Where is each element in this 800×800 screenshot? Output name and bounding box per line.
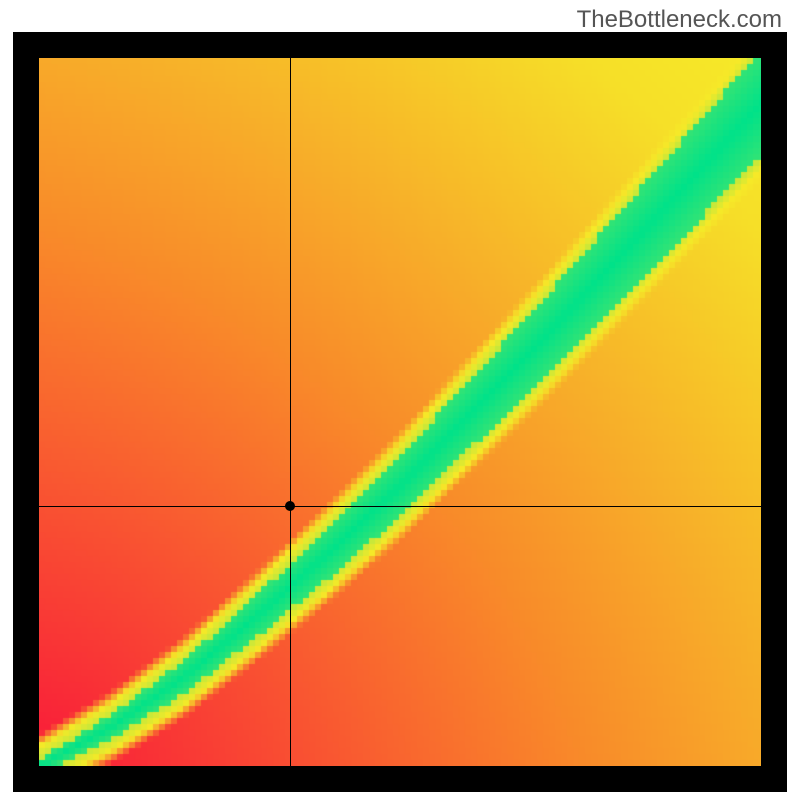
watermark-text: TheBottleneck.com	[577, 6, 782, 34]
crosshair-vertical	[290, 58, 291, 766]
crosshair-horizontal	[39, 506, 761, 507]
chart-frame	[13, 32, 787, 792]
heatmap-canvas	[39, 58, 761, 766]
